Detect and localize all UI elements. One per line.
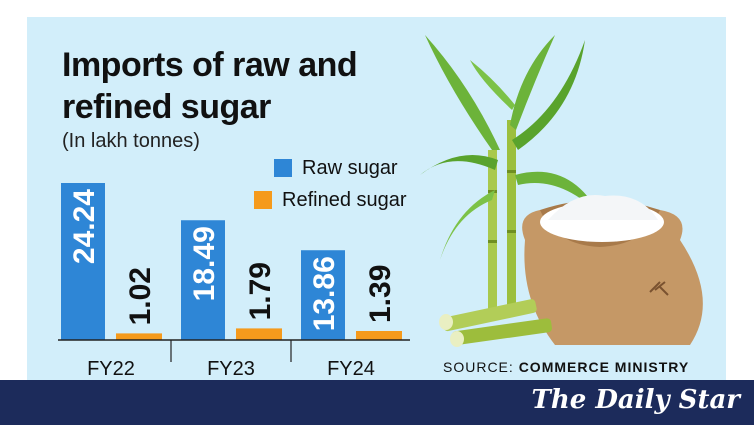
source-label: SOURCE: [443, 359, 514, 375]
sugarcane-sack-illustration [420, 35, 703, 347]
data-label-raw-FY22: 24.24 [68, 189, 101, 264]
cut-sugarcane-pieces [439, 299, 552, 347]
chart-subtitle: (In lakh tonnes) [62, 130, 200, 152]
data-label-raw-FY23: 18.49 [188, 226, 221, 301]
legend-label-raw: Raw sugar [302, 157, 398, 179]
bar-raw-FY22 [61, 183, 105, 340]
source-note: SOURCE: COMMERCE MINISTRY [443, 359, 689, 375]
bar-refined-FY24 [356, 330, 402, 340]
sugarcane-leaves [420, 35, 600, 260]
data-label-refined-FY24: 1.39 [364, 265, 397, 323]
bar-raw-FY23 [181, 220, 225, 340]
data-label-refined-FY23: 1.79 [244, 262, 277, 320]
legend-swatch-refined [254, 191, 272, 209]
legend-label-refined: Refined sugar [282, 189, 407, 211]
chart-title: Imports of raw and refined sugar [62, 46, 358, 126]
data-label-refined-FY22: 1.02 [124, 267, 157, 325]
bar-refined-FY23 [236, 328, 282, 340]
bar-refined-FY22 [116, 333, 162, 340]
legend-swatch-raw [274, 159, 292, 177]
x-tick-label-FY23: FY23 [207, 358, 255, 380]
bar-raw-FY24 [301, 250, 345, 340]
source-value: COMMERCE MINISTRY [518, 359, 690, 375]
brand-logo: The Daily Star [531, 385, 740, 415]
x-tick-label-FY24: FY24 [327, 358, 375, 380]
x-tick-label-FY22: FY22 [87, 358, 135, 380]
sugar-sack [522, 195, 703, 345]
bar-chart: 24.24 1.02 FY22 18.49 1.79 FY23 13.86 1.39 FY24 [58, 183, 410, 380]
data-label-raw-FY24: 13.86 [308, 256, 341, 331]
footer-bar: The Daily Star [0, 380, 754, 425]
